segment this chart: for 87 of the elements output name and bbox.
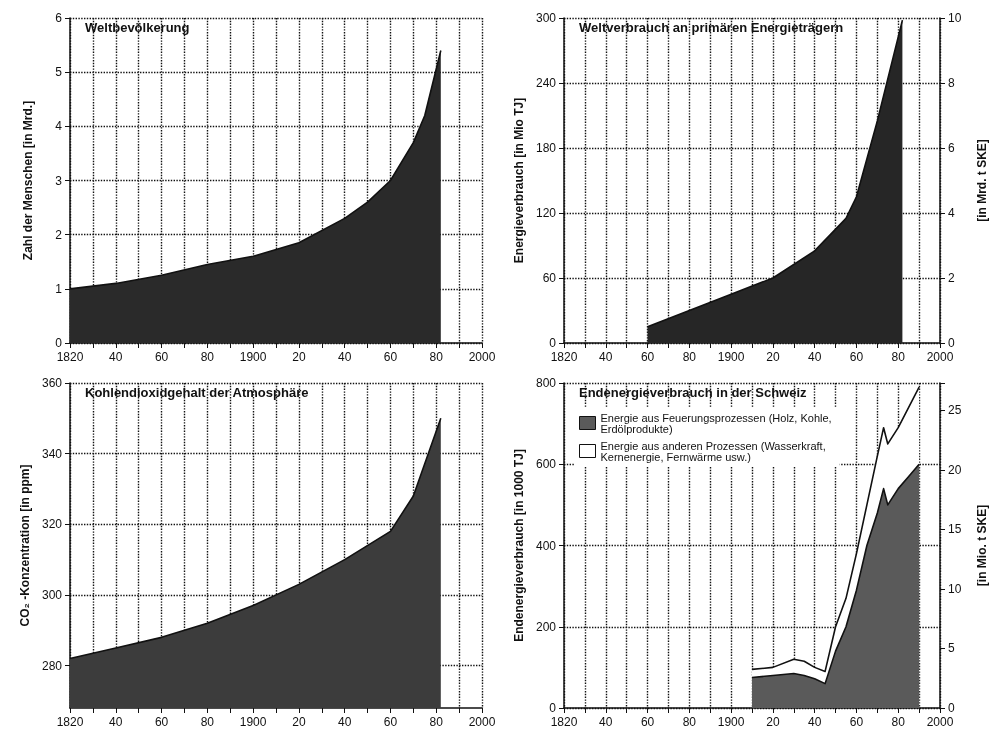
x-tick-label: 40 <box>807 350 822 364</box>
y-tick-label: 3 <box>55 173 63 188</box>
x-tick-label: 2000 <box>926 715 954 729</box>
y2-tick-label: 10 <box>948 581 962 596</box>
y-axis-title: CO₂ -Konzentration [in ppm] <box>18 464 33 627</box>
y-tick-label: 2 <box>55 227 63 242</box>
y2-tick-label: 4 <box>948 206 955 220</box>
x-tick-label: 1820 <box>550 350 578 364</box>
x-tick-label: 2000 <box>468 350 496 364</box>
x-tick-label: 2000 <box>468 715 496 729</box>
y2-tick-label: 0 <box>948 701 955 715</box>
y-tick-label: 400 <box>535 538 557 553</box>
x-tick-label: 80 <box>429 715 444 729</box>
x-tick-label: 1820 <box>56 350 84 364</box>
y-axis-title: Endenergieverbrauch [in 1000 TJ] <box>512 449 527 642</box>
y-tick-label: 180 <box>535 141 557 155</box>
y2-tick-label: 2 <box>948 271 955 285</box>
x-tick-label: 2000 <box>926 350 954 364</box>
x-tick-label: 20 <box>766 715 780 729</box>
x-tick-label: 60 <box>849 715 864 729</box>
chart-title: Weltverbrauch an primären Energieträgern <box>579 20 844 35</box>
y-tick-label: 5 <box>55 65 63 80</box>
x-tick-label: 40 <box>337 350 352 364</box>
y2-tick-label: 8 <box>948 76 955 90</box>
y2-tick-label: 15 <box>948 522 962 537</box>
y2-tick-label: 5 <box>948 641 955 656</box>
x-tick-label: 1900 <box>717 715 745 729</box>
y-tick-label: 1 <box>55 281 63 296</box>
y-tick-label: 600 <box>535 457 557 472</box>
chart-title: Kohlendioxidgehalt der Atmosphäre <box>85 385 309 400</box>
y2-tick-label: 10 <box>948 11 962 25</box>
y-axis-title: Zahl der Menschen [in Mrd.] <box>21 100 35 261</box>
chart-title: Endenergieverbrauch in der Schweiz <box>579 385 808 400</box>
x-tick-label: 40 <box>109 715 123 729</box>
x-tick-label: 1900 <box>239 715 267 729</box>
x-tick-label: 40 <box>109 350 123 364</box>
y-tick-label: 280 <box>41 658 63 673</box>
x-tick-label: 20 <box>766 350 780 364</box>
x-tick-label: 60 <box>154 350 169 364</box>
x-tick-label: 60 <box>154 715 169 729</box>
x-tick-label: 1820 <box>550 715 578 729</box>
y2-tick-label: 25 <box>948 403 962 418</box>
x-tick-label: 20 <box>292 350 306 364</box>
x-tick-label: 40 <box>599 715 613 729</box>
y-tick-label: 6 <box>55 11 63 25</box>
y-tick-label: 120 <box>535 206 557 220</box>
y-axis-title: Energieverbrauch [in Mio TJ] <box>512 97 527 264</box>
y-tick-label: 300 <box>535 11 557 25</box>
y2-tick-label: 6 <box>948 141 955 155</box>
y-tick-label: 320 <box>41 517 63 532</box>
y-tick-label: 300 <box>41 587 63 602</box>
legend-label: Energie aus anderen Prozessen (Wasserkraft, Kernenergie, Fernwärme usw.) <box>600 439 829 463</box>
y-tick-label: 60 <box>542 271 557 285</box>
y-tick-label: 360 <box>41 376 63 390</box>
x-tick-label: 1900 <box>239 350 267 364</box>
y-tick-label: 0 <box>549 336 557 350</box>
x-tick-label: 80 <box>682 350 697 364</box>
y2-tick-label: 0 <box>948 336 955 350</box>
x-tick-label: 60 <box>383 350 398 364</box>
y-tick-label: 340 <box>41 446 63 461</box>
x-tick-label: 80 <box>682 715 697 729</box>
x-tick-label: 80 <box>429 350 444 364</box>
x-tick-label: 1820 <box>56 715 84 729</box>
y-tick-label: 4 <box>55 119 63 134</box>
legend-label: Energie aus Feuerungsprozessen (Holz, Kohle, Erdölprodukte) <box>600 411 835 435</box>
x-tick-label: 1900 <box>717 350 745 364</box>
x-tick-label: 60 <box>640 350 655 364</box>
x-tick-label: 80 <box>200 350 215 364</box>
y2-tick-label: 20 <box>948 462 962 477</box>
y2-axis-title: [in Mio. t SKE] <box>975 504 989 587</box>
y-tick-label: 0 <box>55 336 63 350</box>
x-tick-label: 40 <box>337 715 352 729</box>
y2-axis-title: [in Mrd. t SKE] <box>975 139 989 222</box>
x-tick-label: 40 <box>807 715 822 729</box>
y-tick-label: 240 <box>535 76 557 90</box>
y-tick-label: 800 <box>535 376 557 390</box>
x-tick-label: 40 <box>599 350 613 364</box>
chart-title: Weltbevölkerung <box>85 20 190 35</box>
x-tick-label: 20 <box>292 715 306 729</box>
x-tick-label: 60 <box>383 715 398 729</box>
x-tick-label: 60 <box>640 715 655 729</box>
y-tick-label: 0 <box>549 701 557 715</box>
x-tick-label: 80 <box>891 350 906 364</box>
y-tick-label: 200 <box>535 619 557 634</box>
x-tick-label: 60 <box>849 350 864 364</box>
x-tick-label: 80 <box>891 715 906 729</box>
x-tick-label: 80 <box>200 715 215 729</box>
